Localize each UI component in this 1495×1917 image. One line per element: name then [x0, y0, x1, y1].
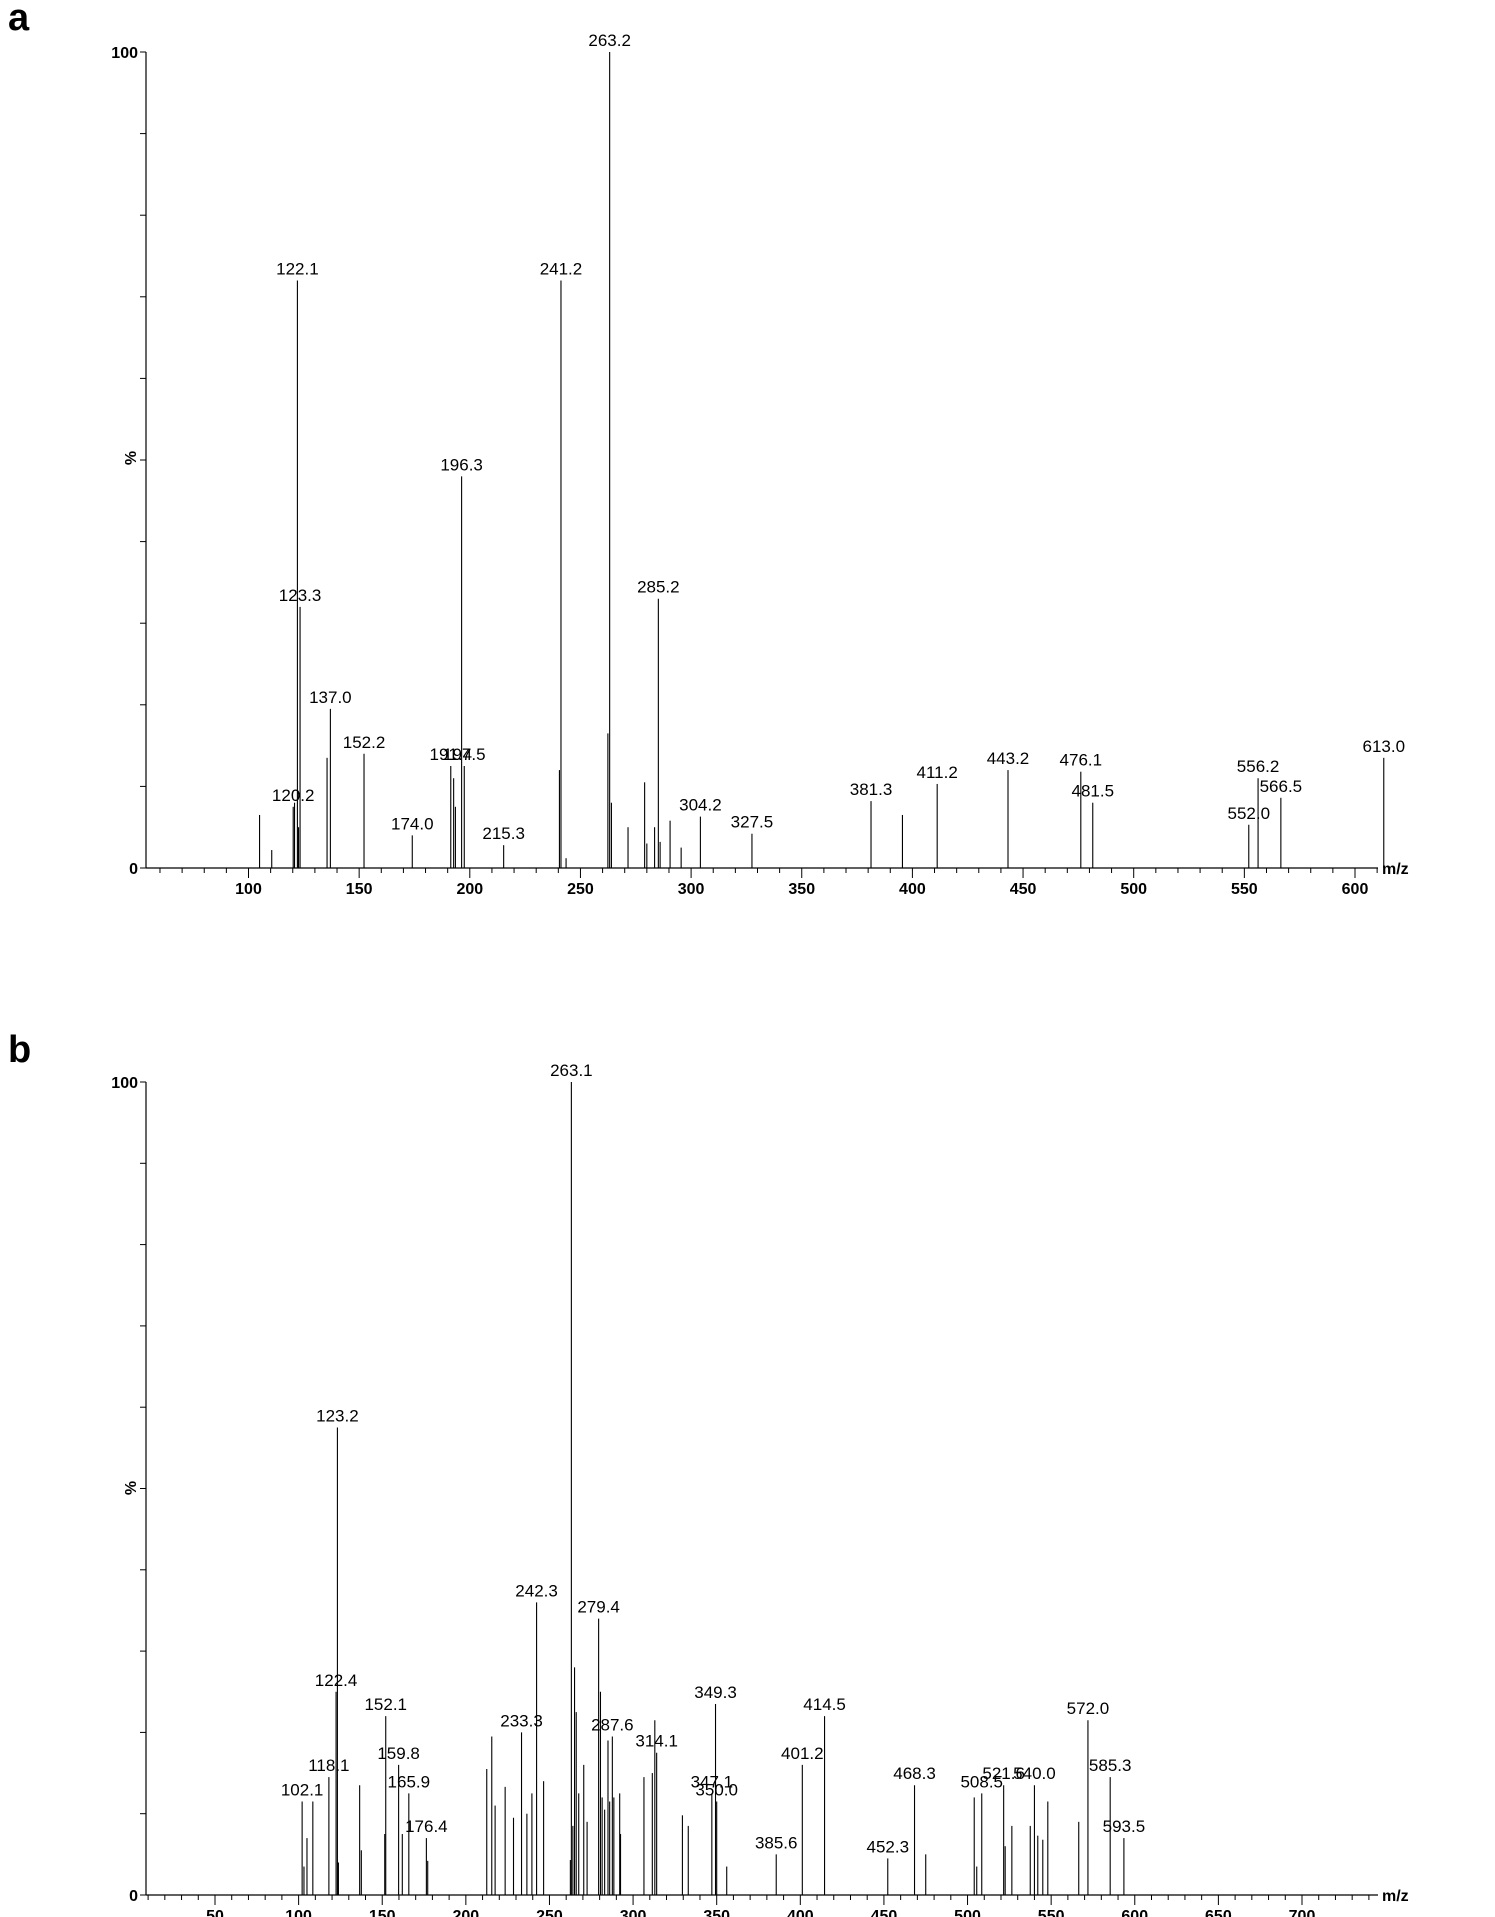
y-tick-label: 100: [111, 1075, 138, 1092]
peak-label: 287.6: [591, 1715, 634, 1734]
peak-label: 385.6: [755, 1833, 798, 1852]
x-tick-label: 600: [1121, 1908, 1148, 1917]
x-tick-label: 600: [1342, 881, 1369, 898]
peak-label: 242.3: [515, 1581, 558, 1600]
peak-label: 443.2: [987, 749, 1030, 768]
peak-label: 197.5: [443, 745, 486, 764]
peak-label: 279.4: [577, 1598, 620, 1617]
x-tick-label: 300: [620, 1908, 647, 1917]
x-axis-label: m/z: [1382, 861, 1409, 878]
x-tick-label: 550: [1038, 1908, 1065, 1917]
peak-label: 349.3: [694, 1683, 737, 1702]
x-tick-label: 50: [206, 1908, 224, 1917]
peak-label: 191.4: [429, 745, 472, 764]
peak-label: 123.2: [316, 1407, 359, 1426]
peak-label: 152.1: [364, 1695, 407, 1714]
x-tick-label: 300: [678, 881, 705, 898]
x-tick-label: 700: [1289, 1908, 1316, 1917]
peak-label: 481.5: [1071, 782, 1114, 801]
peak-label: 468.3: [893, 1764, 936, 1783]
x-tick-label: 400: [787, 1908, 814, 1917]
peak-label: 196.3: [440, 455, 483, 474]
x-tick-label: 500: [954, 1908, 981, 1917]
peak-label: 452.3: [866, 1837, 909, 1856]
y-axis-label: %: [123, 1481, 140, 1495]
peak-label: 102.1: [281, 1781, 324, 1800]
y-tick-label: 100: [111, 45, 138, 62]
peak-label: 566.5: [1260, 777, 1303, 796]
x-tick-label: 350: [788, 881, 815, 898]
peak-label: 118.1: [308, 1756, 349, 1775]
y-tick-label: 0: [129, 1888, 138, 1905]
spectrum-panel-b: b 0 100% 50 100 150 200 250 300 350 400 450 500 550 60…: [8, 1029, 1409, 1917]
peak-label: 327.5: [731, 813, 774, 832]
peak-label: 122.1: [276, 259, 319, 278]
peak-label: 572.0: [1067, 1699, 1110, 1718]
peak-label: 233.3: [500, 1711, 543, 1730]
x-tick-label: 100: [235, 881, 262, 898]
peak-label: 165.9: [388, 1772, 431, 1791]
x-tick-label: 250: [536, 1908, 563, 1917]
peak-label: 263.2: [588, 31, 631, 50]
x-tick-label: 450: [1010, 881, 1037, 898]
x-tick-label: 200: [452, 1908, 479, 1917]
peak-label: 508.5: [960, 1772, 1003, 1791]
peak-label: 122.4: [315, 1671, 358, 1690]
peak-label: 215.3: [482, 824, 525, 843]
y-axis-label: %: [123, 451, 140, 465]
peak-label: 159.8: [377, 1744, 420, 1763]
peak-label: 347.1: [691, 1772, 734, 1791]
peak-label: 556.2: [1237, 757, 1280, 776]
peak-label: 414.5: [803, 1695, 846, 1714]
peak-label: 176.4: [405, 1817, 448, 1836]
x-tick-label: 100: [285, 1908, 312, 1917]
x-axis-label: m/z: [1382, 1888, 1409, 1905]
peak-label: 285.2: [637, 578, 680, 597]
x-tick-label: 650: [1205, 1908, 1232, 1917]
peak-label: 381.3: [850, 780, 893, 799]
peak-label: 263.1: [550, 1061, 593, 1080]
peak-label: 593.5: [1103, 1817, 1146, 1836]
peak-label: 411.2: [917, 763, 958, 782]
spectrum-panel-a: a 0 100% 100 150 200 250 300 350 400 450 500 550 600 m…: [8, 0, 1409, 898]
x-tick-label: 350: [703, 1908, 730, 1917]
peak-label: 241.2: [540, 259, 583, 278]
x-tick-label: 150: [346, 881, 373, 898]
peak-label: 174.0: [391, 814, 434, 833]
peak-label: 613.0: [1362, 737, 1405, 756]
panel-letter: b: [8, 1029, 31, 1071]
x-tick-label: 500: [1120, 881, 1147, 898]
peak-label: 120.2: [272, 786, 315, 805]
peak-label: 304.2: [679, 796, 722, 815]
x-tick-label: 450: [871, 1908, 898, 1917]
peak-label: 350.0: [695, 1781, 738, 1800]
x-tick-label: 250: [567, 881, 594, 898]
x-tick-label: 150: [369, 1908, 396, 1917]
x-tick-label: 400: [899, 881, 926, 898]
peak-label: 521.6: [982, 1764, 1025, 1783]
peak-label: 137.0: [309, 688, 352, 707]
panel-letter: a: [8, 0, 30, 39]
peak-label: 585.3: [1089, 1756, 1132, 1775]
y-tick-label: 0: [129, 861, 138, 878]
peak-label: 552.0: [1228, 804, 1271, 823]
peak-label: 401.2: [781, 1744, 824, 1763]
peak-label: 123.3: [279, 586, 322, 605]
x-tick-label: 200: [456, 881, 483, 898]
x-tick-label: 550: [1231, 881, 1258, 898]
peak-label: 314.1: [635, 1732, 678, 1751]
peak-label: 476.1: [1060, 751, 1103, 770]
peak-label: 152.2: [343, 733, 386, 752]
peak-label: 540.0: [1013, 1764, 1056, 1783]
